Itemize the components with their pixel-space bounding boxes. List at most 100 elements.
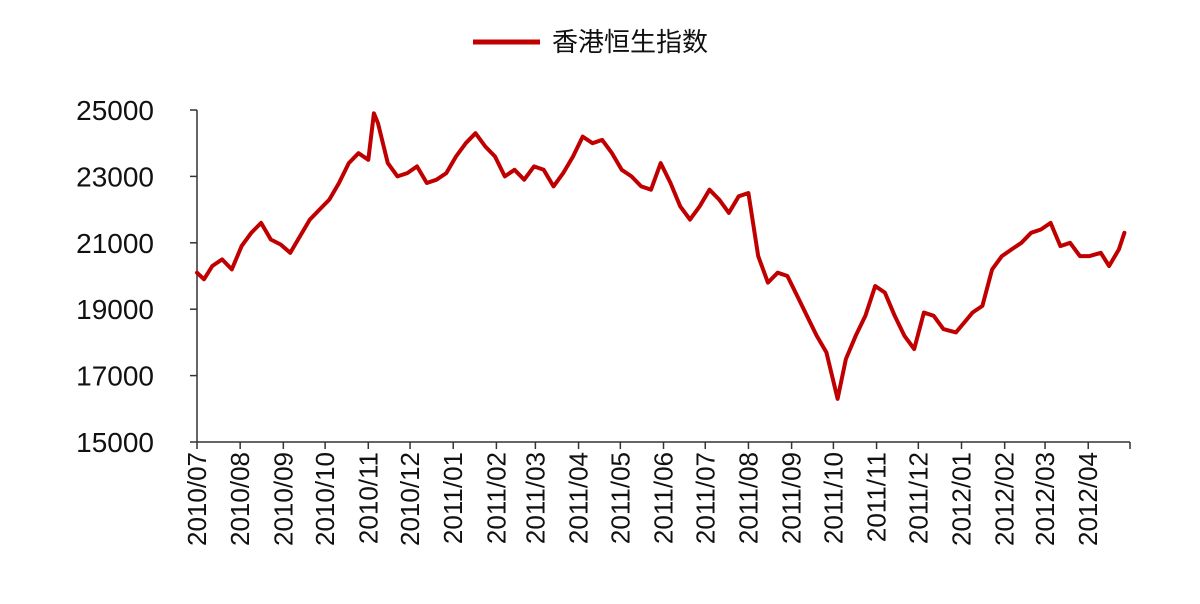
data-point — [279, 243, 282, 246]
data-point — [815, 335, 818, 337]
y-tick-labels: 15000 17000 19000 21000 23000 25000 — [76, 95, 154, 458]
data-point — [523, 178, 525, 181]
data-point — [240, 245, 243, 247]
data-point — [864, 315, 867, 317]
data-point — [387, 162, 389, 164]
x-tick-label: 2011/11 — [862, 452, 892, 542]
data-point — [455, 155, 457, 158]
data-point — [971, 311, 974, 314]
data-point — [373, 112, 375, 115]
data-point — [718, 198, 720, 201]
data-point — [270, 238, 272, 241]
data-point — [357, 152, 360, 154]
data-point — [328, 198, 331, 201]
data-point — [406, 172, 409, 174]
data-point — [542, 169, 545, 171]
x-tick-label: 2011/01 — [438, 452, 468, 544]
legend-label: 香港恒生指数 — [552, 28, 708, 58]
x-tick-label: 2011/08 — [733, 452, 763, 544]
data-point — [611, 152, 613, 154]
x-tick-label: 2011/02 — [481, 452, 511, 544]
data-point — [659, 162, 662, 164]
data-point — [747, 192, 750, 194]
y-tick-label: 25000 — [76, 95, 154, 126]
data-point — [416, 165, 418, 168]
x-tick-label: 2011/10 — [818, 452, 848, 544]
data-point — [260, 222, 262, 224]
data-point — [728, 212, 730, 214]
data-point — [1059, 245, 1062, 247]
data-point — [396, 175, 399, 178]
data-point — [903, 335, 906, 337]
axes — [190, 109, 1131, 449]
data-point — [484, 145, 487, 148]
x-tick-labels: 2010/07 2010/08 2010/09 2010/10 2010/11 2010/… — [182, 452, 1103, 546]
y-tick-label: 17000 — [76, 361, 154, 392]
data-point — [845, 358, 847, 360]
data-point — [796, 295, 798, 297]
x-tick-label: 2011/05 — [605, 452, 635, 544]
data-point — [231, 268, 233, 271]
data-point — [367, 159, 370, 161]
data-point — [465, 142, 467, 144]
data-point — [1049, 222, 1052, 224]
data-point — [562, 172, 564, 174]
data-point — [552, 185, 555, 188]
x-tick-label: 2011/03 — [520, 452, 550, 544]
data-point — [581, 135, 584, 138]
legend: 香港恒生指数 — [473, 28, 708, 58]
data-point — [1123, 232, 1126, 234]
data-point — [679, 205, 681, 208]
data-point — [211, 265, 214, 267]
data-point — [854, 335, 857, 337]
data-point — [299, 235, 301, 237]
x-tick-label: 2011/09 — [777, 452, 807, 544]
data-point — [630, 175, 633, 178]
x-tick-label: 2012/04 — [1073, 452, 1103, 546]
y-tick-label: 15000 — [76, 427, 154, 458]
data-point — [942, 328, 945, 330]
x-tick-label: 2010/09 — [268, 452, 298, 546]
data-point — [494, 155, 496, 158]
data-point — [955, 331, 957, 334]
data-point — [874, 285, 876, 287]
y-tick-label: 21000 — [76, 228, 154, 259]
data-point — [572, 155, 574, 158]
x-tick-label: 2012/02 — [990, 452, 1020, 546]
data-point — [708, 188, 711, 191]
data-point — [836, 398, 839, 400]
data-point — [591, 142, 594, 144]
data-point — [806, 315, 808, 317]
data-point — [893, 315, 896, 317]
data-point — [698, 205, 701, 208]
x-tick-label: 2010/12 — [395, 452, 425, 546]
data-point — [620, 169, 623, 171]
data-point — [650, 188, 652, 191]
data-point — [1100, 252, 1102, 254]
x-tick-label: 2010/11 — [353, 452, 383, 544]
data-point — [1118, 248, 1120, 251]
data-point — [377, 122, 379, 125]
data-point — [289, 252, 292, 254]
x-tick-label: 2011/12 — [903, 452, 933, 544]
data-point — [474, 132, 477, 134]
data-point — [445, 172, 448, 174]
data-point — [601, 139, 603, 141]
data-point — [1040, 228, 1042, 231]
data-point — [513, 169, 516, 171]
data-point — [1088, 255, 1091, 257]
data-point — [338, 182, 340, 184]
data-point — [250, 232, 253, 234]
data-point — [913, 348, 915, 350]
data-point — [923, 311, 925, 314]
data-point — [196, 271, 198, 274]
data-point — [1079, 255, 1081, 257]
data-point — [504, 175, 506, 178]
data-point — [533, 165, 535, 168]
data-point — [689, 218, 691, 221]
data-point — [435, 178, 438, 181]
x-tick-label: 2010/08 — [225, 452, 255, 546]
data-point — [1030, 232, 1032, 234]
data-point — [737, 195, 740, 198]
